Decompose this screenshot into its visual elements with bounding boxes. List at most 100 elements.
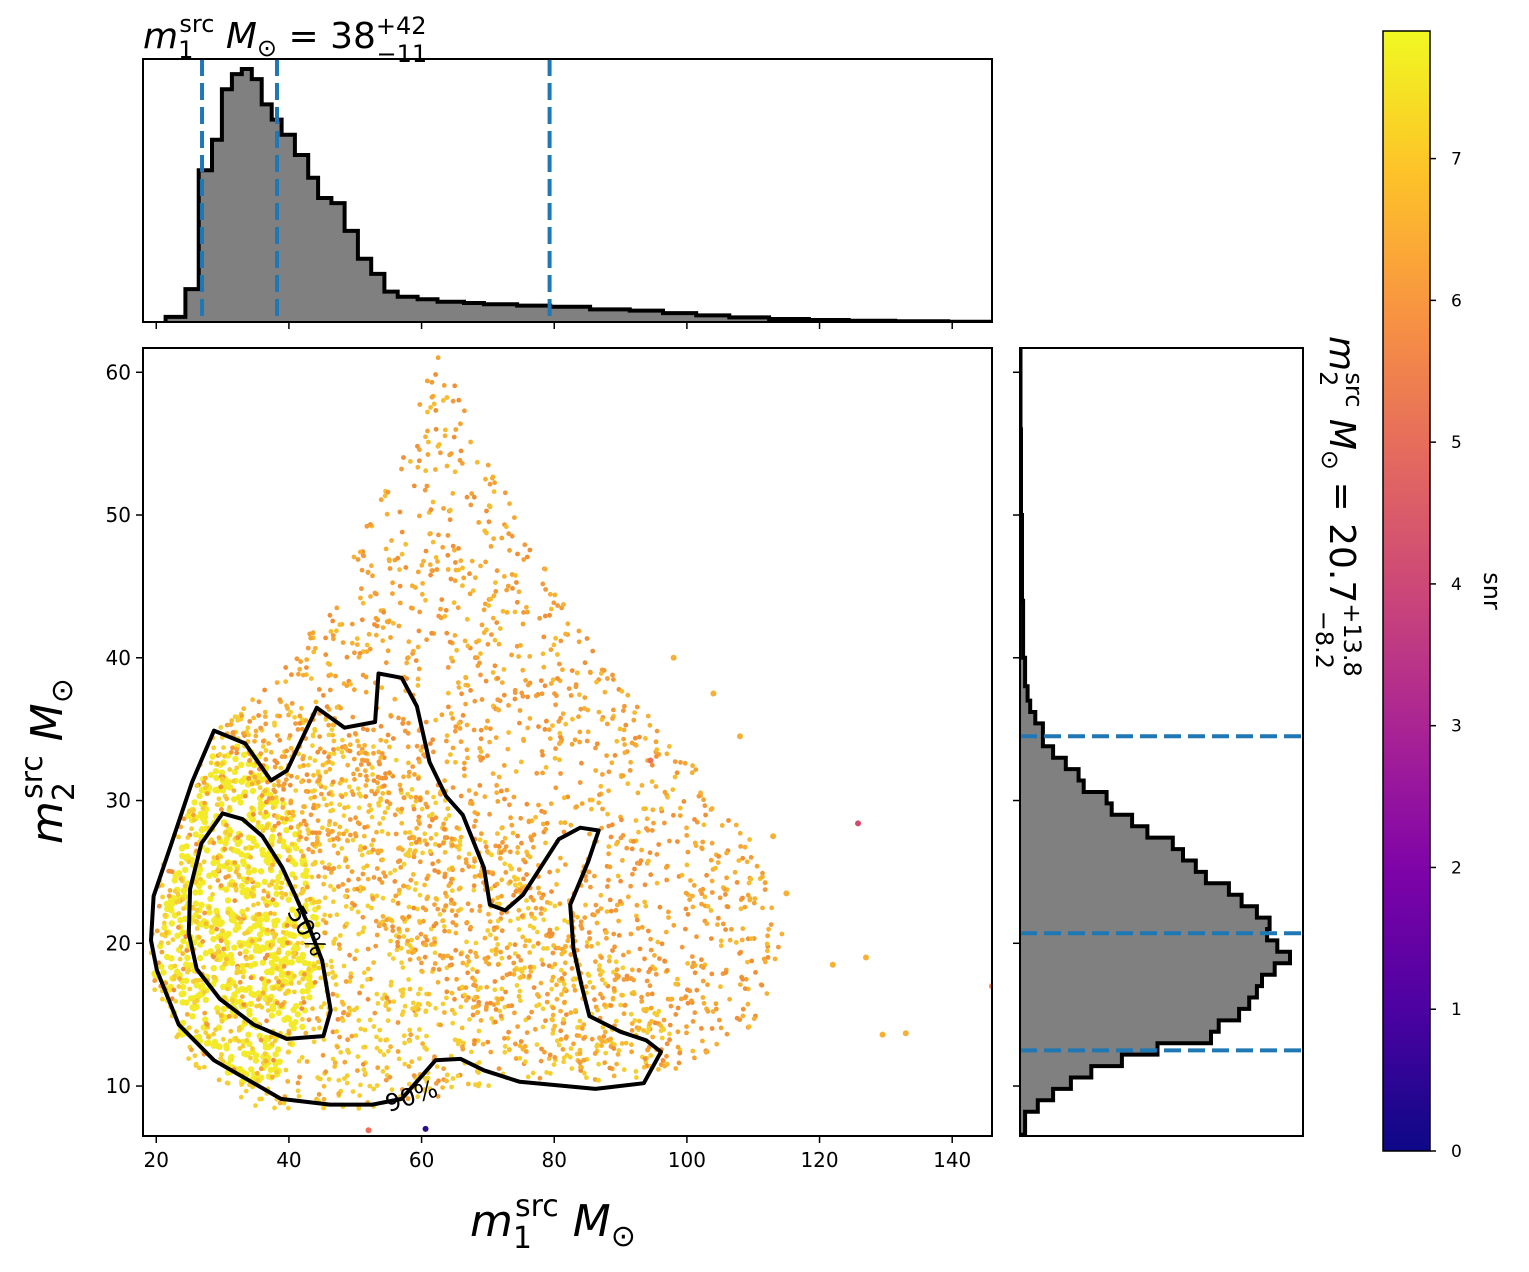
- scatter-point: [373, 632, 379, 638]
- scatter-point: [291, 954, 296, 960]
- scatter-point: [523, 938, 529, 943]
- scatter-point: [347, 784, 352, 790]
- scatter-point: [690, 964, 695, 970]
- scatter-point: [683, 906, 689, 912]
- scatter-point: [364, 777, 370, 783]
- scatter-point: [539, 957, 545, 963]
- scatter-point: [541, 664, 547, 670]
- scatter-point: [776, 944, 781, 950]
- scatter-point: [494, 881, 500, 887]
- scatter-point: [539, 895, 544, 901]
- scatter-point: [650, 807, 656, 813]
- scatter-point: [229, 718, 235, 723]
- scatter-point: [270, 879, 275, 884]
- scatter-point: [523, 1059, 528, 1065]
- scatter-point: [259, 793, 265, 798]
- scatter-point: [678, 996, 684, 1002]
- scatter-point: [372, 1010, 378, 1016]
- scatter-point: [766, 926, 771, 932]
- scatter-point: [375, 780, 380, 786]
- scatter-point: [159, 882, 165, 888]
- scatter-point: [475, 1038, 481, 1043]
- scatter-point: [477, 783, 483, 788]
- scatter-point: [350, 837, 356, 843]
- scatter-point: [234, 970, 240, 976]
- scatter-point: [647, 757, 654, 764]
- scatter-point: [534, 1042, 540, 1047]
- scatter-point: [223, 1045, 230, 1052]
- scatter-point: [411, 806, 417, 812]
- scatter-point: [718, 984, 723, 990]
- scatter-point: [371, 1024, 377, 1029]
- scatter-point: [525, 725, 531, 731]
- scatter-point: [357, 549, 363, 555]
- scatter-point: [683, 926, 688, 932]
- scatter-point: [679, 872, 685, 878]
- scatter-point: [548, 801, 554, 807]
- scatter-point: [385, 648, 391, 654]
- scatter-point: [232, 755, 239, 763]
- scatter-point: [377, 1049, 383, 1054]
- scatter-point: [648, 1053, 654, 1058]
- scatter-point: [377, 876, 382, 882]
- scatter-point: [556, 719, 562, 724]
- scatter-point: [262, 714, 268, 719]
- scatter-point: [494, 620, 500, 625]
- scatter-point: [419, 806, 425, 812]
- scatter-point: [265, 1008, 271, 1013]
- scatter-point: [568, 693, 574, 698]
- scatter-point: [509, 866, 515, 871]
- scatter-point: [402, 1003, 408, 1009]
- scatter-point: [235, 965, 240, 971]
- scatter-point: [394, 947, 400, 953]
- scatter-point: [390, 736, 396, 741]
- scatter-point: [576, 639, 582, 645]
- scatter-point: [493, 580, 498, 585]
- scatter-point: [201, 817, 208, 824]
- scatter-point: [453, 930, 459, 936]
- scatter-point: [467, 571, 472, 577]
- scatter-point: [339, 749, 345, 755]
- scatter-point: [453, 560, 458, 565]
- scatter-point: [453, 427, 459, 432]
- scatter-point: [458, 951, 464, 957]
- scatter-point: [341, 1009, 347, 1015]
- scatter-point: [578, 706, 584, 712]
- scatter-point: [367, 1017, 373, 1023]
- scatter-point: [174, 932, 181, 939]
- m2-hist-bar: [1020, 974, 1262, 987]
- scatter-point: [621, 977, 627, 982]
- scatter-point: [547, 591, 553, 597]
- scatter-point: [672, 759, 678, 764]
- scatter-point: [440, 1085, 445, 1090]
- scatter-point: [406, 885, 412, 891]
- scatter-point: [161, 920, 167, 926]
- y-tick-label: 30: [106, 789, 131, 813]
- scatter-point: [273, 890, 280, 898]
- m1-hist-bar: [261, 104, 273, 322]
- scatter-point: [387, 744, 392, 750]
- scatter-point: [202, 1010, 208, 1016]
- scatter-point: [488, 886, 494, 891]
- scatter-point: [467, 591, 473, 597]
- scatter-point: [601, 668, 607, 673]
- scatter-point: [694, 934, 699, 940]
- scatter-point: [311, 899, 317, 905]
- scatter-point: [304, 665, 309, 670]
- scatter-point: [330, 828, 335, 834]
- scatter-point: [380, 996, 385, 1001]
- scatter-point: [552, 961, 558, 967]
- scatter-point: [165, 940, 171, 946]
- scatter-point: [749, 958, 754, 964]
- m1-hist-bar: [663, 313, 697, 322]
- scatter-point: [368, 594, 373, 599]
- scatter-point: [518, 958, 524, 963]
- scatter-point: [722, 886, 728, 892]
- m1-hist-bar: [464, 303, 485, 322]
- scatter-point: [453, 947, 459, 953]
- scatter-point: [544, 999, 550, 1005]
- scatter-point: [625, 781, 631, 787]
- scatter-point: [493, 936, 499, 941]
- scatter-point: [225, 910, 231, 915]
- scatter-point: [191, 817, 197, 823]
